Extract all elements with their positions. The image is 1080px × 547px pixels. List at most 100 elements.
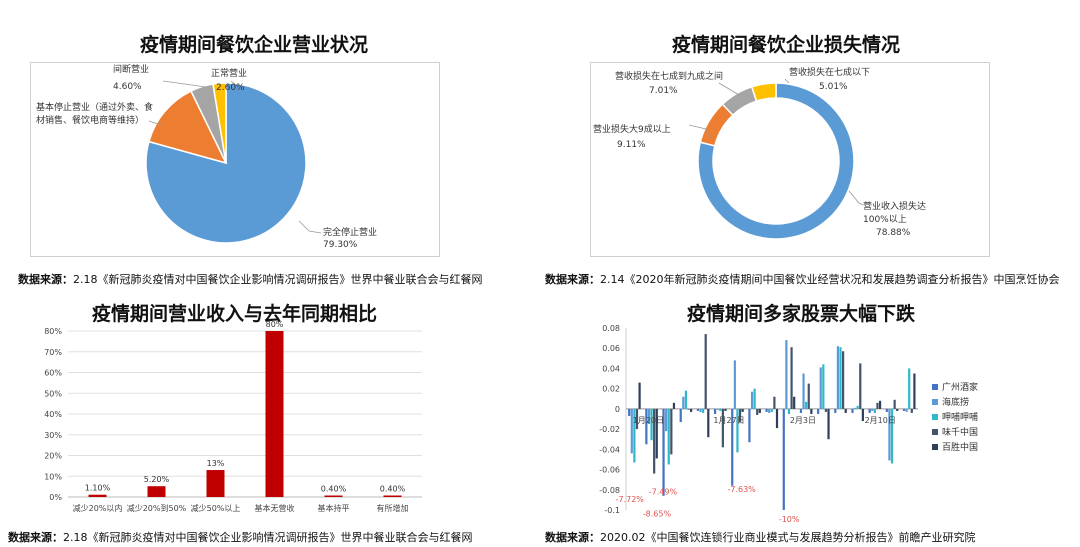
bar4-bar-g11-s1	[819, 367, 822, 409]
bar4-bar-g12-s1	[836, 346, 840, 409]
bar3-data-label-3: 80%	[266, 320, 284, 329]
bar4-bar-g14-s2	[873, 408, 876, 413]
bar4-bar-g7-s0	[748, 408, 751, 443]
panel1-chart-frame: 完全停止营业 79.30% 基本停止营业（通过外卖、食 材销售、餐饮电商等维持） 间断营…	[30, 62, 440, 257]
bar4-bar-g3-s0	[679, 408, 682, 423]
bar4-bar-g11-s3	[824, 408, 828, 412]
bar3-bar-1	[147, 486, 166, 497]
bar3-bar-5	[383, 495, 402, 497]
bar4-bar-g9-s3	[790, 347, 793, 409]
bar4-bar-g16-s1	[905, 408, 908, 412]
panel4-source-text: 2020.02《中国餐饮连锁行业商业模式与发展趋势分析报告》前瞻产业研究院	[600, 531, 976, 544]
pie2-leader-1	[688, 124, 712, 138]
bar4-bar-g5-s0	[713, 408, 717, 414]
bar3-ytick-0: 0%	[49, 493, 62, 502]
bar4-legend-label-2: 呷哺呷哺	[942, 411, 978, 423]
bar4-ytick-0: 0.08	[602, 324, 620, 333]
bar4-bar-g5-s1	[716, 408, 719, 410]
bar4-bar-g12-s3	[842, 351, 845, 409]
bar4-bar-g12-s4	[844, 408, 847, 413]
bar4-bar-g9-s0	[782, 408, 785, 510]
bar4-bar-g2-s2	[667, 408, 670, 465]
bar-chart-3: 0% 10% 20% 30% 40% 50% 60% 70% 80% 1.10% 减少20%以内 5.…	[44, 320, 422, 513]
bar3-ytick-2: 20%	[44, 452, 62, 461]
bar3-xtick-1: 减少20%到50%	[127, 503, 187, 513]
panel1-source: 数据来源：2.18《新冠肺炎疫情对中国餐饮企业影响情况调研报告》世界中餐业联合会…	[18, 271, 483, 287]
bar4-bar-g13-s1	[853, 407, 857, 409]
bar3-xtick-4: 基本持平	[318, 503, 350, 513]
bar4-bar-g13-s2	[856, 405, 859, 409]
bar4-annotation-4: -10%	[779, 515, 800, 524]
bar4-annotation-3: -7.63%	[727, 485, 756, 494]
bar4-bar-g11-s0	[817, 408, 820, 414]
bar3-ytick-7: 70%	[44, 348, 62, 357]
bar3-bar-2	[206, 470, 225, 497]
bar4-bar-g12-s0	[834, 408, 837, 413]
bar4-bar-g0-s4	[638, 382, 641, 409]
donut-chart-2: 营业收入损失达 100%以上 78.88% 营业损失大9成以上 9.11% 营收损失在七成…	[593, 66, 926, 240]
bar4-bar-g2-s1	[665, 408, 668, 432]
pie1-value-label-3: 2.60%	[216, 83, 245, 93]
bar4-bar-g9-s1	[785, 340, 788, 409]
panel3-source: 数据来源：2.18《新冠肺炎疫情对中国餐饮企业影响情况调研报告》世界中餐业联合会…	[8, 529, 473, 545]
bar4-legend-swatch-4	[932, 444, 938, 450]
panel1-source-text: 2.18《新冠肺炎疫情对中国餐饮企业影响情况调研报告》世界中餐业联合会与红餐网	[73, 273, 483, 286]
bar4-legend-label-0: 广州酒家	[942, 381, 978, 393]
bar3-data-label-1: 5.20%	[144, 475, 170, 484]
pie1-label-0: 完全停止营业	[323, 226, 377, 238]
bar4-legend-label-3: 味千中国	[942, 426, 978, 438]
bar4-bar-g10-s3	[807, 383, 810, 409]
pie1-value-label-2: 4.60%	[113, 82, 142, 92]
bar4-xtick-1: 1月27日	[713, 416, 744, 425]
pie2-leader-0	[848, 190, 864, 206]
pie2-label-3: 营收损失在七成以下	[789, 66, 870, 78]
bar4-bar-g3-s4	[690, 408, 693, 412]
bar4-bar-g6-s0	[731, 408, 734, 486]
bar4-ytick-3: 0.02	[602, 385, 620, 394]
bar3-ytick-5: 50%	[44, 389, 62, 398]
bar4-bar-g16-s4	[913, 373, 916, 409]
bar4-bar-g7-s2	[753, 388, 756, 409]
bar4-legend-swatch-0	[932, 384, 938, 390]
bar4-bar-g8-s0	[765, 408, 768, 412]
bar4-bar-g0-s0	[628, 408, 631, 416]
pie1-leader-1	[148, 120, 162, 126]
pie2-label-0: 营业收入损失达	[863, 200, 926, 212]
bar4-legend-swatch-3	[932, 429, 938, 435]
panel2-title: 疫情期间餐饮企业损失情况	[672, 34, 901, 56]
panel3-title: 疫情期间营业收入与去年同期相比	[92, 303, 378, 325]
bar4-ytick-7: -0.06	[599, 466, 620, 475]
bar4-bar-g4-s0	[696, 408, 699, 411]
bar4-ytick-8: -0.08	[599, 486, 620, 495]
bar4-ytick-1: 0.06	[602, 344, 620, 353]
pie1-label-3: 正常营业	[211, 67, 247, 79]
bar4-xtick-3: 2月10日	[865, 416, 896, 425]
bar4-bar-g12-s2	[839, 347, 842, 409]
bar4-bar-g4-s1	[699, 408, 702, 412]
pie1-leader-2	[162, 80, 207, 88]
bar4-bar-g16-s2	[908, 368, 911, 409]
bar3-xtick-2: 减少50%以上	[191, 503, 241, 513]
bar3-data-label-5: 0.40%	[380, 485, 406, 494]
pie2-value-label-2: 7.01%	[649, 86, 678, 96]
bar4-bar-g3-s1	[682, 396, 685, 409]
bar4-bar-g15-s1	[888, 408, 891, 461]
bar4-ytick-5: -0.02	[599, 425, 620, 434]
bar4-bar-g7-s1	[750, 391, 754, 409]
bar3-ytick-6: 60%	[44, 369, 62, 378]
bar4-legend-swatch-2	[932, 414, 938, 420]
bar3-data-label-0: 1.10%	[85, 484, 111, 493]
panel4-source: 数据来源：2020.02《中国餐饮连锁行业商业模式与发展趋势分析报告》前瞻产业研…	[545, 529, 976, 545]
bar3-data-label-2: 13%	[207, 459, 225, 468]
pie1-leader-0	[298, 220, 322, 234]
bar3-bar-4	[324, 495, 343, 497]
bar4-ytick-4: 0	[615, 405, 620, 414]
pie2-value-label-0: 78.88%	[876, 228, 911, 238]
bar4-bar-g1-s4	[655, 408, 658, 459]
bar4-bar-g4-s3	[704, 334, 707, 409]
bar4-bar-g10-s1	[802, 373, 805, 409]
bar4-xtick-2: 2月3日	[790, 416, 816, 425]
bar4-bar-g6-s1	[733, 360, 736, 409]
panel2-source-prefix: 数据来源：	[545, 273, 600, 286]
